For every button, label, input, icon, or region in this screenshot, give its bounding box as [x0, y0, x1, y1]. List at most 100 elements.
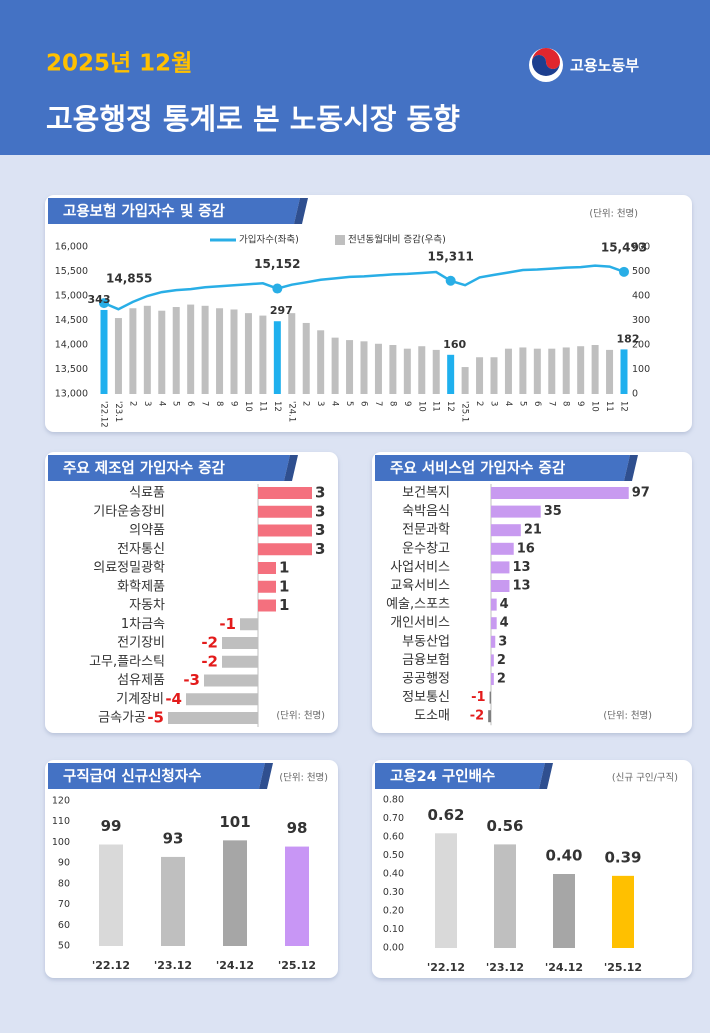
y2-tick-label: 200: [632, 340, 650, 351]
x-tick-label: '23.1: [113, 401, 123, 422]
panel-title: 고용보험 가입자수 및 증감: [63, 202, 226, 220]
bar: [490, 357, 498, 394]
y-tick-label: 100: [52, 837, 70, 848]
value-label: 3: [315, 502, 325, 520]
category-label: 식료품: [129, 486, 165, 501]
value-label: -2: [470, 709, 484, 724]
panel: [372, 452, 692, 733]
bar: [259, 315, 267, 394]
bar: [403, 348, 411, 394]
line-value-label: 15,311: [428, 249, 474, 263]
y2-tick-label: 600: [632, 242, 650, 253]
x-tick-label: 3: [315, 401, 325, 406]
bar: [273, 321, 281, 394]
category-label: 기계장비: [116, 692, 164, 707]
bar: [317, 330, 325, 394]
value-label: 3: [315, 521, 325, 539]
panel-tab: [48, 763, 265, 789]
unit-note: (단위: 천명): [279, 772, 328, 784]
bar: [491, 654, 494, 667]
bar: [491, 617, 497, 630]
bar: [172, 307, 180, 394]
category-label: 예술,스포츠: [386, 597, 450, 612]
value-label: 21: [524, 523, 542, 538]
line-value-label: 14,855: [106, 272, 152, 286]
x-tick-label: 9: [229, 401, 239, 406]
category-label: 고무,플라스틱: [89, 654, 165, 669]
y-tick-label: 0.40: [383, 869, 404, 880]
x-tick-label: 7: [373, 401, 383, 406]
line-value-label: 15,493: [601, 240, 647, 254]
bar: [258, 524, 312, 537]
logo-red: [532, 48, 560, 69]
bar: [285, 846, 309, 946]
x-tick-label: '24.1: [286, 401, 296, 422]
x-tick-label: 12: [272, 401, 282, 412]
x-tick-label: 10: [416, 401, 426, 412]
x-tick-label: 11: [431, 401, 441, 412]
bar: [204, 674, 258, 687]
bar: [114, 318, 122, 394]
bar: [491, 561, 510, 574]
category-label: 보건복지: [402, 486, 450, 501]
legend-label: 전년동월대비 증감(우측): [348, 234, 446, 246]
value-label: -3: [183, 671, 200, 689]
x-tick-label: 9: [575, 401, 585, 406]
category-label: 공공행정: [402, 671, 450, 687]
bar: [244, 313, 252, 394]
bar: [258, 562, 276, 574]
value-label: 1: [279, 577, 289, 595]
value-label: 0.39: [604, 848, 641, 866]
x-tick-label: '23.12: [154, 959, 192, 972]
category-label: 전자통신: [117, 542, 165, 557]
bar: [491, 524, 521, 537]
panel-tab-fold: [624, 455, 638, 481]
value-label: 3: [315, 484, 325, 502]
x-tick-label: 8: [561, 401, 571, 406]
bar: [346, 340, 354, 394]
bar: [447, 354, 455, 394]
bar: [158, 310, 166, 394]
category-label: 자동차: [129, 598, 165, 613]
panel-tab-fold: [259, 763, 273, 789]
panel-tab-fold: [539, 763, 553, 789]
bar: [99, 844, 123, 946]
value-label: 97: [632, 486, 650, 501]
bar: [186, 693, 258, 706]
value-label: 13: [512, 560, 530, 575]
panel-tab: [48, 198, 300, 224]
panel-title: 구직급여 신규신청자수: [63, 767, 201, 785]
bar: [432, 349, 440, 394]
bar: [519, 347, 527, 394]
y-tick-label: 14,500: [55, 315, 88, 326]
x-tick-label: 7: [546, 401, 556, 406]
bar: [491, 505, 541, 518]
value-label: -5: [147, 709, 164, 727]
bar: [491, 673, 494, 685]
y-tick-label: 0.20: [383, 906, 404, 917]
bar: [491, 580, 510, 592]
bar: [389, 345, 397, 394]
category-label: 금속가공: [98, 711, 146, 726]
bar: [491, 487, 629, 499]
category-label: 부동산업: [402, 634, 450, 649]
panel-title: 주요 제조업 가입자수 증감: [63, 459, 226, 477]
y-tick-label: 16,000: [55, 242, 88, 253]
x-tick-label: 8: [214, 401, 224, 406]
bar-value-label: 343: [88, 293, 111, 306]
y-tick-label: 50: [58, 941, 70, 952]
x-tick-label: '25.12: [278, 959, 316, 972]
value-label: -2: [201, 652, 218, 670]
bar: [435, 833, 457, 948]
x-tick-label: '25.1: [460, 401, 470, 422]
value-label: 35: [544, 504, 562, 519]
value-label: 98: [287, 819, 308, 837]
bar: [331, 337, 339, 394]
x-tick-label: 12: [619, 401, 629, 412]
bar: [129, 308, 137, 394]
y2-tick-label: 300: [632, 315, 650, 326]
bar: [374, 343, 382, 394]
bar: [612, 875, 634, 948]
bar: [216, 308, 224, 394]
y-tick-label: 90: [58, 858, 70, 869]
